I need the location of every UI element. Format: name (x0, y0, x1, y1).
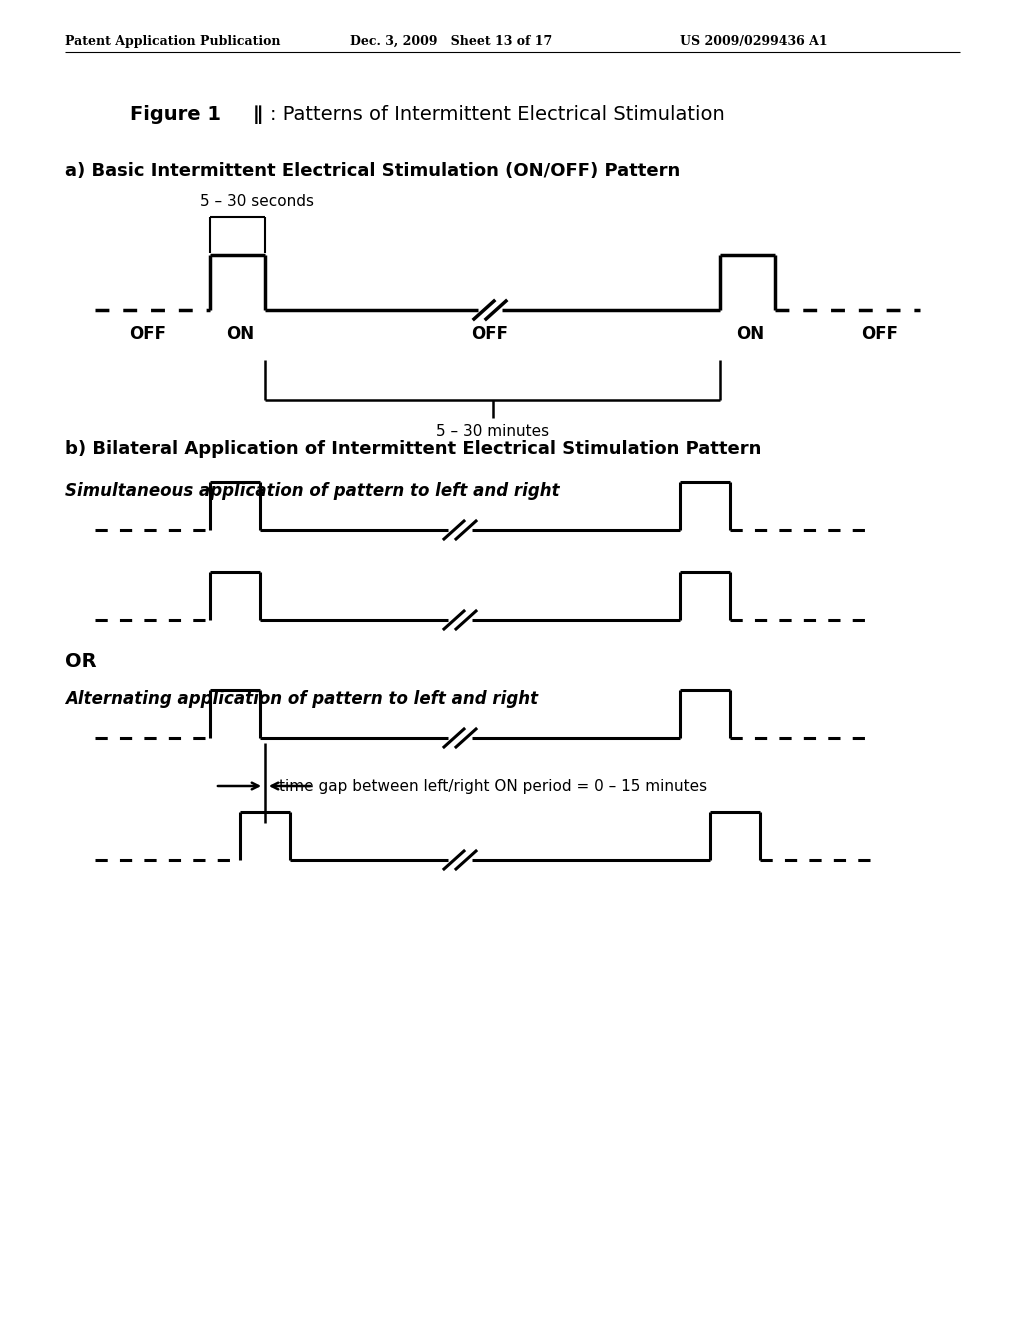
Text: Dec. 3, 2009   Sheet 13 of 17: Dec. 3, 2009 Sheet 13 of 17 (350, 36, 552, 48)
Text: OFF: OFF (471, 325, 509, 343)
Text: OFF: OFF (129, 325, 167, 343)
Text: a) Basic Intermittent Electrical Stimulation (ON/OFF) Pattern: a) Basic Intermittent Electrical Stimula… (65, 162, 680, 180)
Text: Patent Application Publication: Patent Application Publication (65, 36, 281, 48)
Text: Alternating application of pattern to left and right: Alternating application of pattern to le… (65, 690, 539, 708)
Text: ON: ON (736, 325, 764, 343)
Text: Figure 1: Figure 1 (130, 106, 221, 124)
Text: time gap between left/right ON period = 0 – 15 minutes: time gap between left/right ON period = … (279, 779, 708, 793)
Text: : Patterns of Intermittent Electrical Stimulation: : Patterns of Intermittent Electrical St… (270, 106, 725, 124)
Text: OFF: OFF (861, 325, 898, 343)
Text: 5 – 30 minutes: 5 – 30 minutes (436, 424, 549, 440)
Text: US 2009/0299436 A1: US 2009/0299436 A1 (680, 36, 827, 48)
Text: 5 – 30 seconds: 5 – 30 seconds (200, 194, 314, 209)
Text: ∥: ∥ (253, 106, 263, 124)
Text: Simultaneous application of pattern to left and right: Simultaneous application of pattern to l… (65, 482, 560, 500)
Text: b) Bilateral Application of Intermittent Electrical Stimulation Pattern: b) Bilateral Application of Intermittent… (65, 440, 762, 458)
Text: ON: ON (226, 325, 254, 343)
Text: OR: OR (65, 652, 96, 671)
